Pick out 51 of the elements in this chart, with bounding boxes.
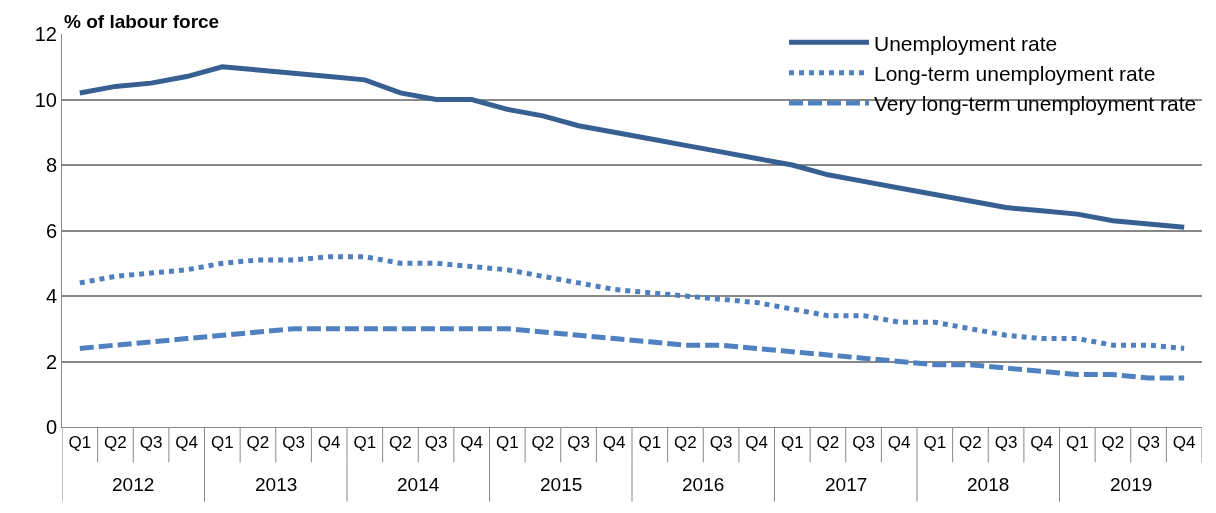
x-tick-label: Q4: [745, 433, 769, 453]
legend-label: Unemployment rate: [874, 31, 1058, 55]
y-tick-label: 6: [45, 219, 57, 242]
x-tick-label: Q2: [246, 433, 270, 453]
x-tick-label: Q3: [994, 433, 1018, 453]
x-tick-label: Q1: [1065, 433, 1089, 453]
x-tick-label: Q4: [1030, 433, 1054, 453]
y-tick-label: 4: [45, 285, 57, 307]
x-tick-label: Q3: [1137, 433, 1160, 453]
text: 2013: [255, 474, 298, 495]
x-tick-label: Q3: [852, 433, 875, 453]
x-tick-label: Q4: [460, 433, 484, 453]
x-tick-label: Q2: [674, 433, 697, 453]
x-tick-label: Q1: [495, 433, 519, 453]
x-tick-label: Q4: [1172, 433, 1196, 453]
text: 2015: [540, 474, 583, 495]
x-tick-label: Q3: [709, 433, 733, 453]
x-tick-label: Q3: [282, 433, 305, 453]
x-tick-label: Q3: [139, 433, 163, 453]
y-tick-label: 2: [45, 350, 57, 373]
x-tick-label: Q4: [175, 433, 199, 453]
x-tick-label: Q1: [638, 433, 662, 453]
x-tick-label: Q2: [816, 433, 840, 453]
y-axis-title: % of labour force: [64, 11, 220, 32]
x-tick-label: Q1: [923, 433, 947, 453]
x-tick-label: Q1: [68, 433, 92, 453]
x-tick-label: Q4: [317, 433, 341, 453]
x-tick-label: Q4: [602, 433, 626, 453]
x-tick-label: Q3: [424, 433, 448, 453]
legend-label: Long-term unemployment rate: [874, 61, 1156, 85]
x-tick-label: Q2: [104, 433, 127, 453]
text: 2014: [397, 474, 440, 495]
x-tick-label: Q1: [780, 433, 804, 453]
x-tick-label: Q4: [887, 433, 911, 453]
text: 2017: [825, 474, 868, 495]
text: 2019: [1110, 474, 1153, 495]
y-tick-label: 12: [34, 23, 57, 45]
text: 2018: [967, 474, 1010, 495]
text: 2016: [682, 474, 725, 495]
y-tick-label: 8: [45, 154, 57, 176]
x-tick-label: Q2: [389, 433, 412, 453]
x-tick-label: Q2: [531, 433, 555, 453]
x-tick-label: Q3: [567, 433, 590, 453]
legend-label: Very long-term unemployment rate: [874, 92, 1197, 116]
x-tick-label: Q2: [959, 433, 982, 453]
x-tick-label: Q2: [1101, 433, 1125, 453]
y-tick-label: 10: [34, 88, 57, 111]
y-tick-label: 0: [45, 416, 57, 438]
x-tick-label: Q1: [353, 433, 377, 453]
x-tick-label: Q1: [210, 433, 234, 453]
text: 2012: [112, 474, 155, 495]
